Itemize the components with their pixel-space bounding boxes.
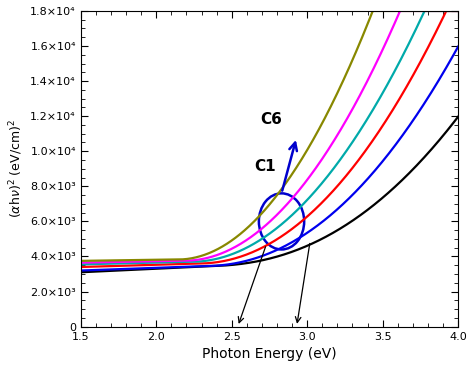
Text: C1: C1 <box>254 159 276 174</box>
Y-axis label: ($\alpha$h$\nu$)$^2$ (eV/cm)$^2$: ($\alpha$h$\nu$)$^2$ (eV/cm)$^2$ <box>7 119 25 218</box>
Text: C6: C6 <box>260 112 282 127</box>
X-axis label: Photon Energy (eV): Photon Energy (eV) <box>202 347 337 361</box>
